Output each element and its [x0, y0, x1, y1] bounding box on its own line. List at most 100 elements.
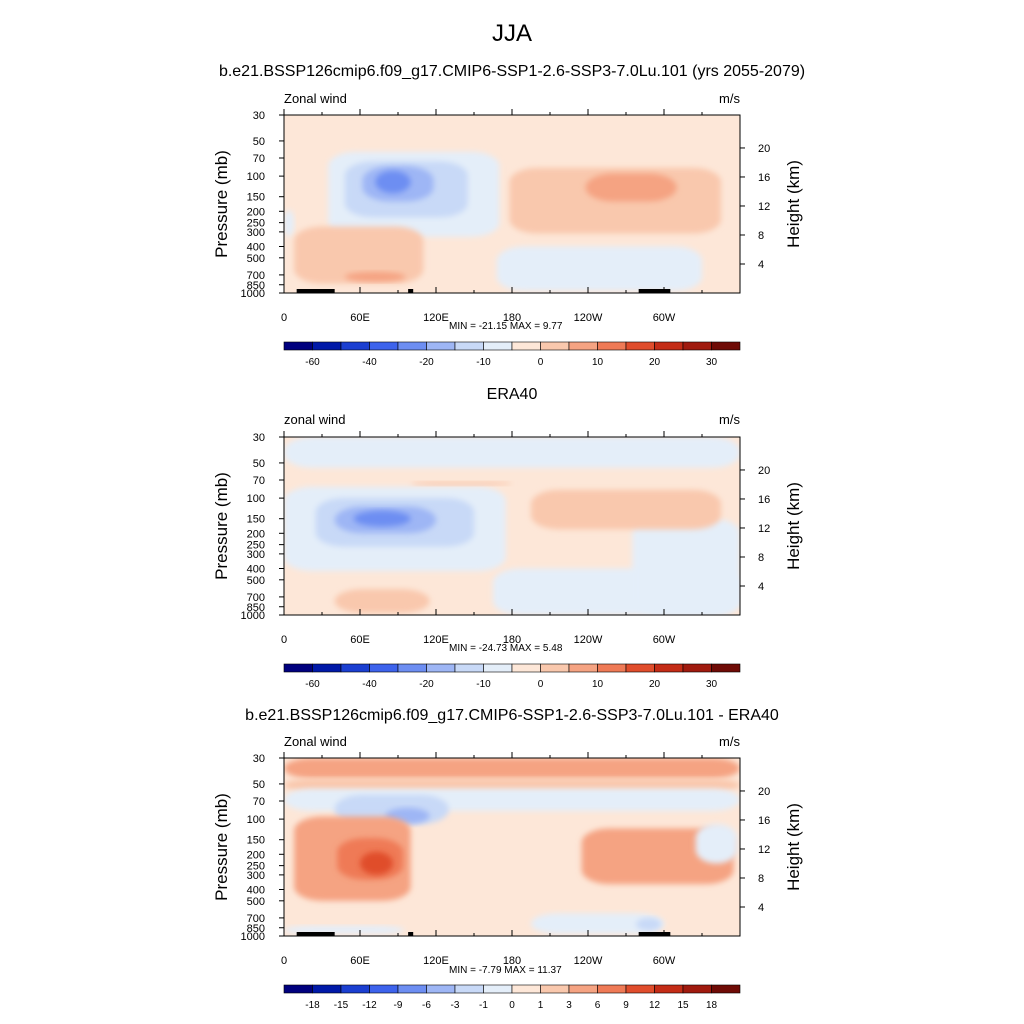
- panel-2-contour-region-9: [410, 481, 512, 486]
- panel-3-colorbar-box: [568, 984, 598, 994]
- panel-1-y2tick-label: 20: [758, 143, 770, 155]
- panel-3-colorbar-box: [426, 984, 456, 994]
- panel-1-colorbar-label: -60: [305, 357, 320, 368]
- panel-1-xtick-label: 120W: [574, 312, 603, 324]
- panel-1-xtick-label: 60E: [350, 312, 370, 324]
- panel-3-colorbar-label: 1: [538, 1000, 544, 1011]
- panel-3-y2tick-label: 12: [758, 844, 770, 856]
- panel-3-contour-region-11: [284, 925, 405, 934]
- panel-3-colorbar-label: 9: [623, 1000, 629, 1011]
- panel-1-ytick-label: 100: [247, 171, 265, 183]
- panel-2-contour-region-6: [632, 518, 740, 615]
- panel-2-ytick-label: 1000: [241, 610, 265, 622]
- panel-3-colorbar-label: -18: [305, 1000, 320, 1011]
- panel-1-min-max: MIN = -21.15 MAX = 9.77: [449, 321, 563, 332]
- panel-1-contour-region-7: [585, 173, 677, 202]
- panel-2-units-label: m/s: [719, 412, 740, 427]
- panel-3-colorbar-box: [340, 984, 370, 994]
- panel-1-title: b.e21.BSSP126cmip6.f09_g17.CMIP6-SSP1-2.…: [218, 63, 806, 80]
- panel-2-ytick-label: 300: [247, 549, 265, 561]
- main-title: JJA: [491, 20, 532, 47]
- panel-2-colorbar-label: 20: [649, 679, 661, 690]
- panel-3-colorbar-label: -9: [394, 1000, 403, 1011]
- panel-3-contour-region-7: [360, 851, 393, 875]
- panel-3-ytick-label: 500: [247, 896, 265, 908]
- panel-2-ytick-label: 850: [247, 602, 265, 614]
- panel-2-colorbar-label: 30: [706, 679, 718, 690]
- panel-2-colorbar-label: -10: [476, 679, 491, 690]
- panel-3-ytick-label: 700: [247, 913, 265, 925]
- panel-2-y2tick-label: 16: [758, 494, 770, 506]
- panel-1-ytick-label: 500: [247, 253, 265, 265]
- panel-3-colorbar-label: 18: [706, 1000, 718, 1011]
- panel-2-colorbar-box: [711, 663, 741, 673]
- panel-2-y2tick-label: 4: [758, 581, 764, 593]
- panel-1-xtick-label: 60W: [653, 312, 676, 324]
- panel-1-ytick-label: 150: [247, 192, 265, 204]
- panel-2-ytick-label: 100: [247, 493, 265, 505]
- panel-3-ytick-label: 1000: [241, 931, 265, 943]
- panel-1-topography-2: [408, 289, 414, 293]
- panel-3-colorbar-box: [654, 984, 684, 994]
- panel-2-xtick-label: 120E: [423, 634, 449, 646]
- panel-2-xtick-label: 60E: [350, 634, 370, 646]
- panel-3-colorbar-label: 0: [509, 1000, 515, 1011]
- panel-3-colorbar-label: -12: [362, 1000, 377, 1011]
- panel-1-y2tick-label: 12: [758, 201, 770, 213]
- panel-1-xtick-label: 120E: [423, 312, 449, 324]
- panel-3-contour-region-9: [531, 913, 664, 934]
- panel-3-ytick-label: 200: [247, 849, 265, 861]
- panel-1-ytick-label: 50: [253, 136, 265, 148]
- panel-3-topography-3: [638, 932, 671, 936]
- panel-3-colorbar-label: 3: [566, 1000, 572, 1011]
- panel-2-ytick-label: 250: [247, 540, 265, 552]
- panel-1-colorbar-box: [711, 341, 741, 351]
- panel-3-contour-region-0: [284, 758, 740, 779]
- panel-3-ytick-label: 150: [247, 835, 265, 847]
- panel-3-colorbar-box: [625, 984, 655, 994]
- panel-3-colorbar-box: [454, 984, 484, 994]
- panel-2-y2tick-label: 20: [758, 465, 770, 477]
- panel-2-xtick-label: 180: [503, 634, 521, 646]
- panel-1-contour-region-5: [284, 210, 295, 237]
- panel-1-colorbar-label: 10: [592, 357, 604, 368]
- panel-1-ytick-label: 200: [247, 206, 265, 218]
- panel-3-contour-region-12: [695, 823, 738, 864]
- panel-3-xtick-label: 120E: [423, 955, 449, 967]
- panel-2-colorbar-label: 0: [538, 679, 544, 690]
- panel-2-colorbar-label: 10: [592, 679, 604, 690]
- panel-2-colorbar-label: -40: [362, 679, 377, 690]
- panel-2-ylabel: Pressure (mb): [212, 472, 231, 580]
- panel-2-xtick-label: 120W: [574, 634, 603, 646]
- panel-3-y2tick-label: 4: [758, 902, 764, 914]
- panel-1-ytick-label: 850: [247, 280, 265, 292]
- panel-1-xtick-label: 0: [281, 312, 287, 324]
- panel-1-ytick-label: 30: [253, 110, 265, 122]
- panel-2-ytick-label: 700: [247, 592, 265, 604]
- panel-3-xtick-label: 60W: [653, 955, 676, 967]
- panel-3-topography-1: [319, 932, 328, 936]
- panel-1-ytick-label: 70: [253, 153, 265, 165]
- panel-2-colorbar-label: -60: [305, 679, 320, 690]
- panel-2-ytick-label: 70: [253, 475, 265, 487]
- panel-1-ytick-label: 250: [247, 218, 265, 230]
- panel-3-topography-2: [408, 932, 414, 936]
- panel-3-contour-region-10: [636, 917, 662, 931]
- panel-3-ylabel: Pressure (mb): [212, 793, 231, 901]
- panel-1-colorbar-label: -40: [362, 357, 377, 368]
- panel-1-contour-region-8: [294, 226, 424, 284]
- panel-3-colorbar-box: [369, 984, 399, 994]
- panel-3-colorbar-label: -3: [451, 1000, 460, 1011]
- panel-2-contour-region-4: [353, 510, 411, 527]
- panel-2-colorbar-label: -20: [419, 679, 434, 690]
- panel-3-colorbar-label: 15: [677, 1000, 689, 1011]
- panel-3-ytick-label: 850: [247, 923, 265, 935]
- panel-2-y2label: Height (km): [784, 482, 803, 570]
- panel-2-ytick-label: 500: [247, 575, 265, 587]
- panel-3-units-label: m/s: [719, 734, 740, 749]
- panel-2-y2tick-label: 8: [758, 552, 764, 564]
- panel-3-xtick-label: 120W: [574, 955, 603, 967]
- panel-1-y2tick-label: 8: [758, 230, 764, 242]
